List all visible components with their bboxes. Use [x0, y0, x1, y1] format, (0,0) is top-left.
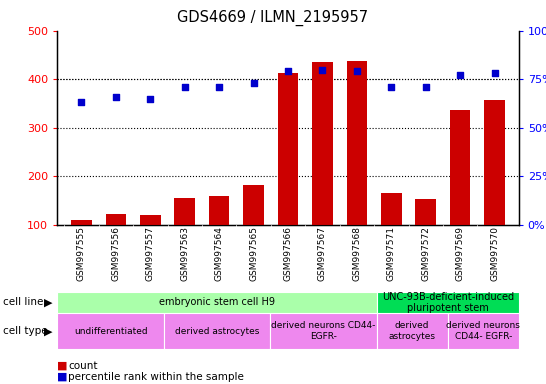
- Bar: [105, 214, 126, 273]
- Bar: [450, 110, 471, 273]
- Point: [353, 68, 361, 74]
- Bar: [484, 100, 505, 273]
- Bar: [416, 199, 436, 273]
- Bar: [448, 313, 519, 349]
- Text: derived astrocytes: derived astrocytes: [175, 327, 259, 336]
- Point: [284, 68, 293, 74]
- Bar: [347, 61, 367, 273]
- Text: percentile rank within the sample: percentile rank within the sample: [68, 372, 244, 382]
- Point: [456, 72, 465, 78]
- Text: ■: ■: [57, 372, 68, 382]
- Point: [249, 80, 258, 86]
- Point: [146, 96, 155, 102]
- Bar: [270, 313, 377, 349]
- Point: [215, 84, 223, 90]
- Point: [490, 70, 499, 76]
- Bar: [164, 313, 270, 349]
- Bar: [244, 185, 264, 273]
- Text: GDS4669 / ILMN_2195957: GDS4669 / ILMN_2195957: [177, 10, 369, 26]
- Text: undifferentiated: undifferentiated: [74, 327, 147, 336]
- Bar: [174, 198, 195, 273]
- Text: derived
astrocytes: derived astrocytes: [389, 321, 436, 341]
- Bar: [209, 195, 229, 273]
- Text: ▶: ▶: [44, 297, 52, 308]
- Point: [77, 99, 86, 106]
- Point: [422, 84, 430, 90]
- Bar: [381, 193, 402, 273]
- Text: derived neurons CD44-
EGFR-: derived neurons CD44- EGFR-: [271, 321, 376, 341]
- Bar: [71, 220, 92, 273]
- Text: UNC-93B-deficient-induced
pluripotent stem: UNC-93B-deficient-induced pluripotent st…: [382, 291, 514, 313]
- Point: [111, 94, 120, 100]
- Text: cell type: cell type: [3, 326, 48, 336]
- Bar: [377, 292, 519, 313]
- Text: ▶: ▶: [44, 326, 52, 336]
- Bar: [57, 313, 164, 349]
- Bar: [278, 73, 298, 273]
- Bar: [140, 215, 161, 273]
- Point: [180, 84, 189, 90]
- Text: count: count: [68, 361, 98, 371]
- Text: embryonic stem cell H9: embryonic stem cell H9: [159, 297, 275, 308]
- Bar: [312, 62, 333, 273]
- Text: derived neurons
CD44- EGFR-: derived neurons CD44- EGFR-: [446, 321, 520, 341]
- Bar: [57, 292, 377, 313]
- Point: [387, 84, 396, 90]
- Text: cell line: cell line: [3, 297, 43, 308]
- Text: ■: ■: [57, 361, 68, 371]
- Point: [318, 66, 327, 73]
- Bar: [377, 313, 448, 349]
